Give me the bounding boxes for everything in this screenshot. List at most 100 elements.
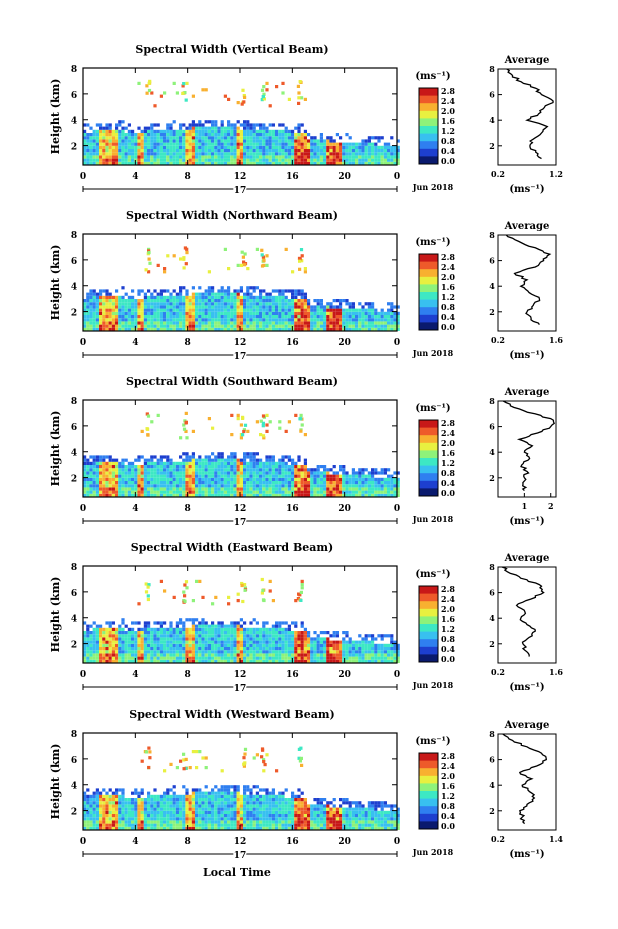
heatmap-cell <box>124 327 128 331</box>
heatmap-cell <box>239 295 243 299</box>
heatmap-cell <box>281 155 285 159</box>
heatmap-cell <box>303 155 307 159</box>
heatmap-cell <box>127 129 131 133</box>
heatmap-cell <box>383 327 387 331</box>
heatmap-cell <box>147 158 151 162</box>
heatmap-cell <box>265 324 269 328</box>
heatmap-cell <box>108 621 112 625</box>
heatmap-cell <box>207 286 211 290</box>
heatmap-cell <box>153 471 157 475</box>
heatmap-cell <box>300 487 304 491</box>
heatmap-cell <box>195 324 199 328</box>
heatmap-cell <box>188 158 192 162</box>
heatmap-cell <box>294 152 298 156</box>
heatmap-cell <box>351 468 355 472</box>
heatmap-cell <box>326 311 330 315</box>
heatmap-cell <box>287 97 291 101</box>
heatmap-cell <box>121 493 125 497</box>
panel-3-colorbar-frame <box>418 419 439 497</box>
heatmap-cell <box>259 659 263 663</box>
heatmap-cell <box>147 133 151 137</box>
heatmap-cell <box>303 158 307 162</box>
heatmap-cell <box>182 423 186 427</box>
heatmap-cell <box>383 161 387 165</box>
heatmap-cell <box>191 126 195 130</box>
heatmap-cell <box>153 289 157 293</box>
heatmap-cell <box>227 650 231 654</box>
heatmap-cell <box>115 490 119 494</box>
heatmap-cell <box>249 123 253 127</box>
heatmap-cell <box>211 152 215 156</box>
heatmap-cell <box>169 621 173 625</box>
heatmap-cell <box>207 145 211 149</box>
heatmap-cell <box>367 324 371 328</box>
heatmap-cell <box>342 321 346 325</box>
heatmap-cell <box>342 490 346 494</box>
heatmap-cell <box>329 474 333 478</box>
heatmap-cell <box>380 315 384 319</box>
heatmap-cell <box>204 656 208 660</box>
heatmap-cell <box>217 305 221 309</box>
heatmap-cell <box>179 643 183 647</box>
heatmap-cell <box>275 133 279 137</box>
heatmap-cell <box>265 158 269 162</box>
heatmap-cell <box>175 461 179 465</box>
heatmap-cell <box>150 123 154 127</box>
heatmap-cell <box>86 650 90 654</box>
heatmap-cell <box>147 640 151 644</box>
heatmap-cell <box>83 791 87 795</box>
heatmap-cell <box>243 292 247 296</box>
heatmap-cell <box>339 142 343 146</box>
heatmap-cell <box>92 149 96 153</box>
heatmap-cell <box>239 487 243 491</box>
heatmap-cell <box>92 810 96 814</box>
x-tick-label: 16 <box>286 504 299 514</box>
heatmap-cell <box>147 621 151 625</box>
heatmap-cell <box>195 481 199 485</box>
heatmap-cell <box>83 142 87 146</box>
heatmap-cell <box>214 145 218 149</box>
heatmap-cell <box>278 289 282 293</box>
heatmap-cell <box>217 315 221 319</box>
heatmap-cell <box>86 624 90 628</box>
x-tick-label: 0 <box>80 670 86 680</box>
heatmap-cell <box>313 650 317 654</box>
heatmap-cell <box>172 155 176 159</box>
heatmap-cell <box>156 263 160 267</box>
heatmap-cell <box>371 634 375 638</box>
heatmap-cell <box>326 643 330 647</box>
heatmap-cell <box>115 289 119 293</box>
heatmap-cell <box>111 158 115 162</box>
heatmap-cell <box>102 627 106 631</box>
heatmap-cell <box>242 100 246 104</box>
heatmap-cell <box>127 653 131 657</box>
heatmap-cell <box>236 308 240 312</box>
heatmap-cell <box>131 643 135 647</box>
heatmap-cell <box>298 259 302 263</box>
heatmap-cell <box>150 647 154 651</box>
heatmap-cell <box>179 161 183 165</box>
colorbar-segment <box>419 314 438 323</box>
panel-4-ylabel: Height (km) <box>49 577 62 653</box>
colorbar-segment <box>419 322 438 331</box>
heatmap-cell <box>268 477 272 481</box>
heatmap-cell <box>300 631 304 635</box>
heatmap-cell <box>159 656 163 660</box>
heatmap-cell <box>380 161 384 165</box>
heatmap-cell <box>316 650 320 654</box>
heatmap-cell <box>230 305 234 309</box>
heatmap-cell <box>140 305 144 309</box>
heatmap-cell <box>156 152 160 156</box>
heatmap-cell <box>195 618 199 622</box>
heatmap-cell <box>150 91 154 95</box>
heatmap-cell <box>147 129 151 133</box>
heatmap-cell <box>297 465 301 469</box>
heatmap-cell <box>147 249 151 253</box>
heatmap-cell <box>159 627 163 631</box>
heatmap-cell <box>175 484 179 488</box>
heatmap-cell <box>121 149 125 153</box>
heatmap-cell <box>297 458 301 462</box>
heatmap-cell <box>345 321 349 325</box>
heatmap-cell <box>182 643 186 647</box>
heatmap-cell <box>313 637 317 641</box>
